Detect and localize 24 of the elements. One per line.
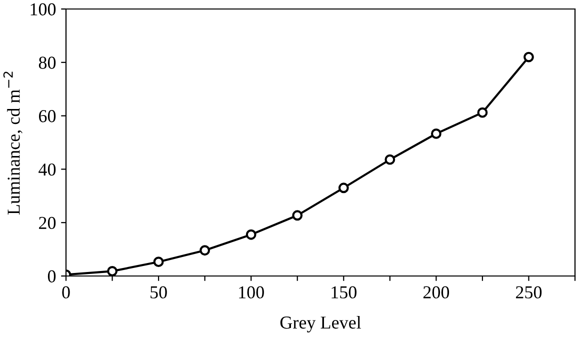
point: [338, 182, 349, 194]
point: [107, 266, 118, 276]
x-tick-label: 0: [62, 286, 70, 298]
y-tick-label: 20: [39, 216, 56, 230]
y-tick-label: 100: [30, 3, 56, 16]
point: [384, 154, 396, 165]
y-tick-label: 60: [39, 110, 56, 122]
point: [524, 52, 534, 62]
y-axis-title: Luminance, cd m$^{−2}$: [3, 72, 22, 215]
x-tick-label: 250: [516, 286, 542, 298]
point: [430, 128, 442, 139]
y-tick-label: 40: [38, 163, 56, 176]
point: [292, 210, 303, 221]
x-tick-label: 50: [150, 286, 167, 298]
point: [477, 107, 488, 118]
point: [153, 256, 164, 268]
x-tick-label: 150: [332, 286, 356, 298]
x-axis-title: Grey Level: [280, 316, 361, 332]
point: [200, 245, 210, 256]
x-tick-label: 200: [423, 286, 450, 298]
y-tick-label: 80: [38, 56, 56, 69]
y-tick-label: 0: [48, 270, 56, 282]
x-tick-label: 100: [239, 286, 264, 298]
point: [246, 229, 256, 240]
